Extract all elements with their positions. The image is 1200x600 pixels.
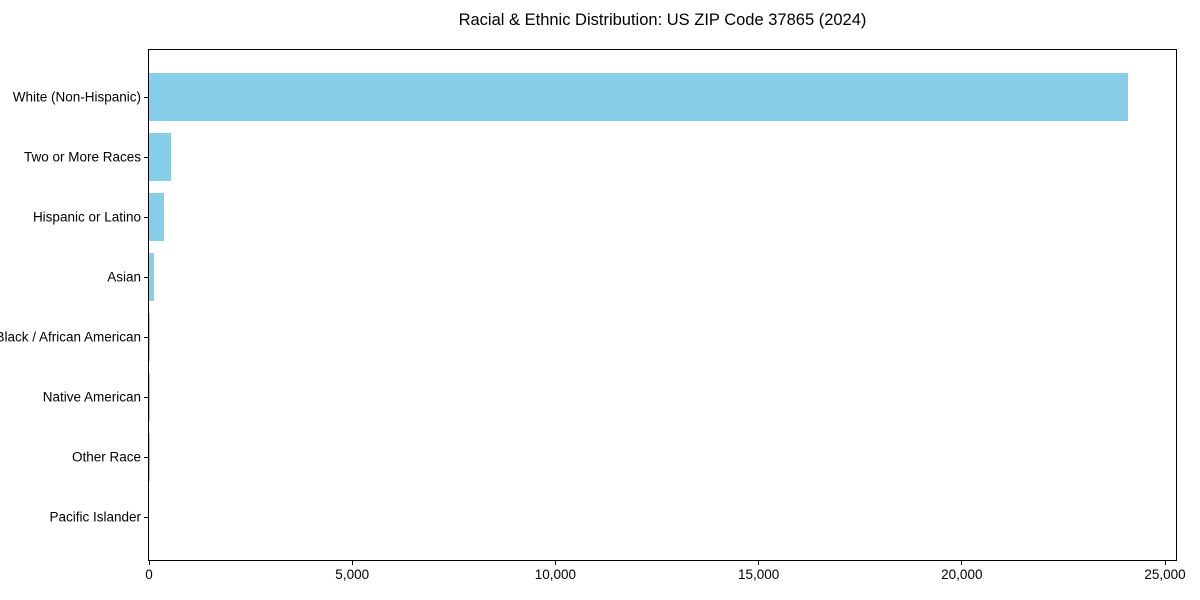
x-tick-label: 25,000 xyxy=(1144,567,1186,582)
x-tick-label: 5,000 xyxy=(335,567,370,582)
x-tick xyxy=(554,561,556,565)
x-tick-label: 20,000 xyxy=(941,567,983,582)
bar xyxy=(149,253,154,301)
x-tick-label: 15,000 xyxy=(737,567,780,582)
bar xyxy=(149,313,151,361)
y-tick xyxy=(144,97,148,98)
y-axis-label: Two or More Races xyxy=(23,149,141,165)
y-axis-label: Asian xyxy=(107,269,141,285)
chart-title: Racial & Ethnic Distribution: US ZIP Cod… xyxy=(458,11,867,29)
plot-area: White (Non-Hispanic) Two or More Races His… xyxy=(0,49,1186,582)
y-axis-label: Native American xyxy=(42,389,141,405)
y-axis-label: Other Race xyxy=(71,449,141,465)
y-tick xyxy=(144,277,148,278)
x-tick xyxy=(148,561,150,565)
x-tick xyxy=(1164,561,1166,565)
x-tick-label: 10,000 xyxy=(534,567,577,582)
bar xyxy=(149,133,171,181)
y-tick xyxy=(144,457,148,458)
y-tick xyxy=(144,517,148,518)
x-tick xyxy=(961,561,963,565)
y-axis-label: White (Non-Hispanic) xyxy=(12,89,141,105)
x-tick xyxy=(351,561,353,565)
bar xyxy=(149,193,164,241)
bar xyxy=(149,73,1129,121)
x-tick-label: 0 xyxy=(145,567,153,582)
y-tick xyxy=(144,337,148,338)
y-tick xyxy=(144,157,148,158)
y-axis-label: Pacific Islander xyxy=(49,509,141,525)
y-tick xyxy=(144,217,148,218)
y-tick xyxy=(144,397,148,398)
y-axis-label: Hispanic or Latino xyxy=(32,209,141,225)
bar xyxy=(149,433,150,481)
x-tick xyxy=(758,561,760,565)
y-axis-label: Black / African American xyxy=(0,329,141,345)
bar xyxy=(149,373,150,421)
